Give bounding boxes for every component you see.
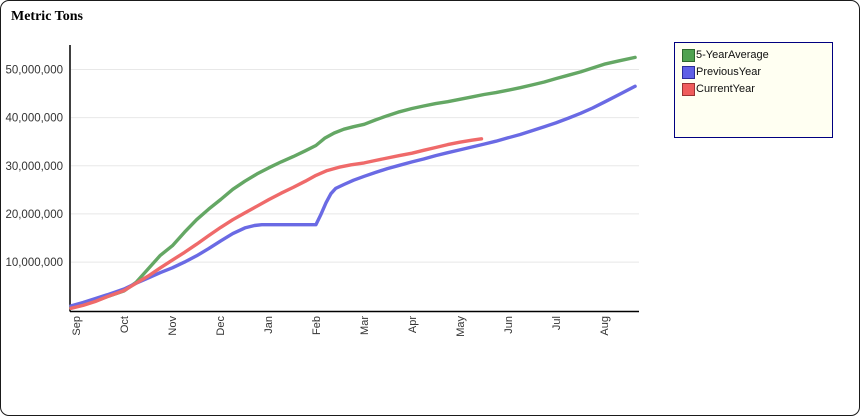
y-tick-label: 10,000,000 xyxy=(5,257,63,269)
series-line-5-YearAverage xyxy=(69,55,637,309)
x-tick-label: Apr xyxy=(407,316,419,333)
x-tick-label: Aug xyxy=(599,316,611,336)
x-tick-label: Oct xyxy=(119,316,131,333)
legend-item-label: 5-YearAverage xyxy=(696,49,769,61)
y-tick-label: 30,000,000 xyxy=(5,161,63,173)
legend-item: CurrentYear xyxy=(682,83,832,96)
series-line-PreviousYear xyxy=(69,84,637,308)
series-line-CurrentYear xyxy=(69,137,484,310)
x-tick-label: Jul xyxy=(551,316,563,330)
chart-title: Metric Tons xyxy=(11,9,83,24)
x-tick-label: May xyxy=(455,316,467,337)
legend-swatch-icon xyxy=(682,49,695,62)
legend-item: 5-YearAverage xyxy=(682,49,832,62)
legend-swatch-icon xyxy=(682,66,695,79)
x-tick-label: Nov xyxy=(167,316,179,336)
legend-item-label: PreviousYear xyxy=(696,66,762,78)
y-tick-label: 40,000,000 xyxy=(5,113,63,125)
y-tick-label: 20,000,000 xyxy=(5,209,63,221)
chart-legend: 5-YearAverage PreviousYear CurrentYear xyxy=(674,42,833,138)
x-tick-label: Sep xyxy=(71,316,83,336)
legend-swatch-icon xyxy=(682,83,695,96)
x-tick-label: Feb xyxy=(311,316,323,335)
legend-item: PreviousYear xyxy=(682,66,832,79)
legend-item-label: CurrentYear xyxy=(696,83,755,95)
y-tick-label: 50,000,000 xyxy=(5,65,63,77)
x-tick-label: Jun xyxy=(503,316,515,334)
x-tick-label: Dec xyxy=(215,316,227,336)
x-tick-label: Jan xyxy=(263,316,275,334)
x-tick-label: Mar xyxy=(359,316,371,335)
